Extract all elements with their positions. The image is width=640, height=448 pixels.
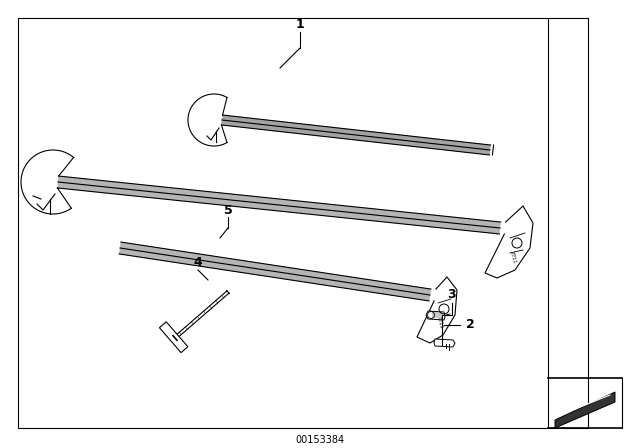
Text: 00153384: 00153384 (296, 435, 344, 445)
Text: 2: 2 (466, 319, 474, 332)
Text: 7711: 7711 (509, 250, 517, 264)
Text: 3: 3 (448, 289, 456, 302)
Text: 7711: 7711 (436, 316, 444, 329)
Text: 4: 4 (194, 255, 202, 268)
Polygon shape (434, 339, 455, 347)
Polygon shape (555, 392, 615, 428)
Text: 5: 5 (223, 203, 232, 216)
Polygon shape (159, 322, 188, 353)
Bar (18, 18, 588, 428)
Text: 1: 1 (296, 18, 305, 31)
Polygon shape (426, 311, 445, 320)
